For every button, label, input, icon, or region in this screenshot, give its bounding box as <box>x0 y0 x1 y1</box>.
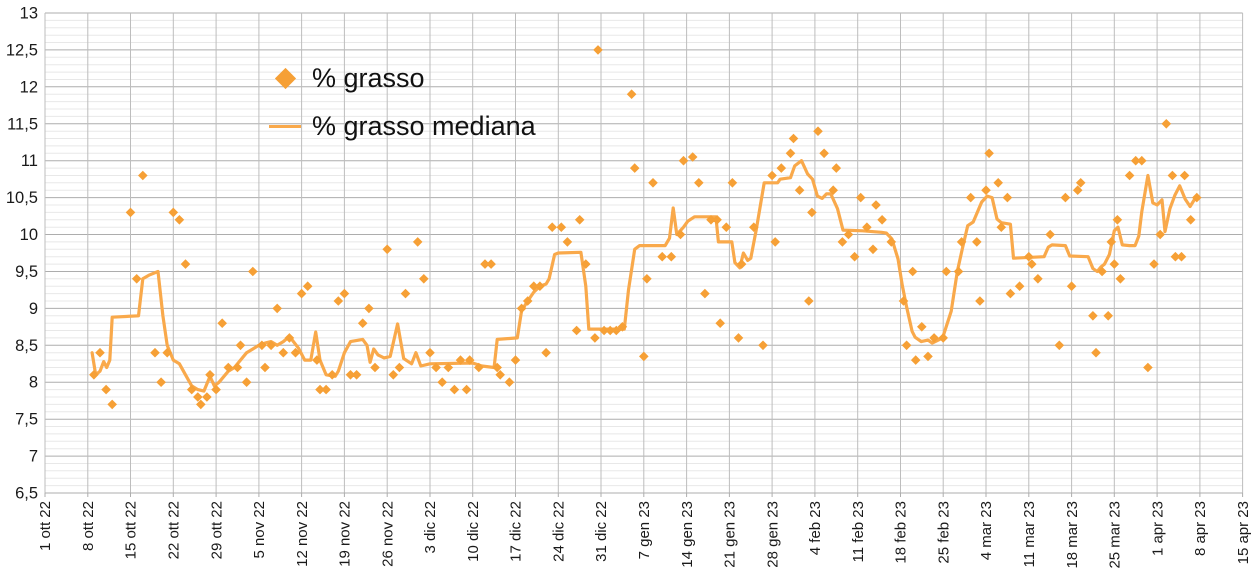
y-axis-label: 9,5 <box>15 263 38 281</box>
y-axis-label: 12,5 <box>6 41 38 59</box>
y-axis-label: 7 <box>29 448 38 466</box>
x-axis-label: 21 gen 23 <box>722 501 739 568</box>
x-axis-label: 4 feb 23 <box>807 501 824 555</box>
line-marker-icon <box>269 124 301 128</box>
x-axis-label: 28 gen 23 <box>764 501 781 568</box>
x-axis-label: 17 dic 22 <box>508 501 525 562</box>
y-axis-label: 12 <box>20 78 38 96</box>
legend-item-grasso: % grasso <box>262 58 536 98</box>
y-axis-label: 13 <box>20 5 38 23</box>
legend-label-grasso-mediana: % grasso mediana <box>312 110 536 141</box>
chart-legend: % grasso % grasso mediana <box>262 58 536 146</box>
x-axis-label: 25 mar 23 <box>1107 501 1124 569</box>
y-axis-label: 6,5 <box>15 485 38 503</box>
x-axis-label: 10 dic 22 <box>465 501 482 562</box>
x-axis-label: 5 nov 22 <box>251 501 268 559</box>
x-axis-label: 24 dic 22 <box>551 501 568 562</box>
y-axis-label: 10 <box>20 226 38 244</box>
y-axis-label: 8 <box>29 374 38 392</box>
y-axis-label: 11,5 <box>7 115 38 133</box>
x-axis-label: 25 feb 23 <box>935 501 952 564</box>
x-axis-label: 31 dic 22 <box>593 501 610 562</box>
x-axis-label: 11 mar 23 <box>1021 501 1038 567</box>
diamond-marker-icon <box>274 67 296 89</box>
legend-item-grasso-mediana: % grasso mediana <box>262 106 536 146</box>
x-axis-label: 12 nov 22 <box>294 501 311 567</box>
x-axis-label: 8 apr 23 <box>1192 501 1209 556</box>
x-axis-label: 26 nov 22 <box>379 501 396 567</box>
legend-marker-box <box>262 67 308 89</box>
legend-marker-box <box>262 124 308 128</box>
x-axis-label: 22 ott 22 <box>166 501 183 559</box>
x-axis-label: 15 ott 22 <box>123 501 140 559</box>
x-axis-label: 1 apr 23 <box>1149 501 1166 556</box>
x-axis-label: 8 ott 22 <box>80 501 97 551</box>
x-axis-label: 4 mar 23 <box>978 501 995 560</box>
x-axis-label: 3 dic 22 <box>422 501 439 554</box>
x-axis-label: 18 mar 23 <box>1064 501 1081 569</box>
x-axis-label: 7 gen 23 <box>636 501 653 559</box>
x-axis-label: 11 feb 23 <box>850 501 867 562</box>
x-axis-label: 15 apr 23 <box>1235 501 1252 564</box>
y-axis-label: 9 <box>29 300 38 318</box>
x-axis-label: 14 gen 23 <box>679 501 696 568</box>
x-axis-label: 29 ott 22 <box>208 501 225 559</box>
x-axis-label: 19 nov 22 <box>337 501 354 567</box>
y-axis-label: 7,5 <box>15 411 38 429</box>
y-axis-label: 8,5 <box>15 337 38 355</box>
y-axis-label: 11 <box>21 152 38 170</box>
x-axis-label: 1 ott 22 <box>37 501 54 551</box>
y-axis-label: 10,5 <box>6 189 38 207</box>
legend-label-grasso: % grasso <box>312 62 425 93</box>
x-axis-label: 18 feb 23 <box>893 501 910 564</box>
